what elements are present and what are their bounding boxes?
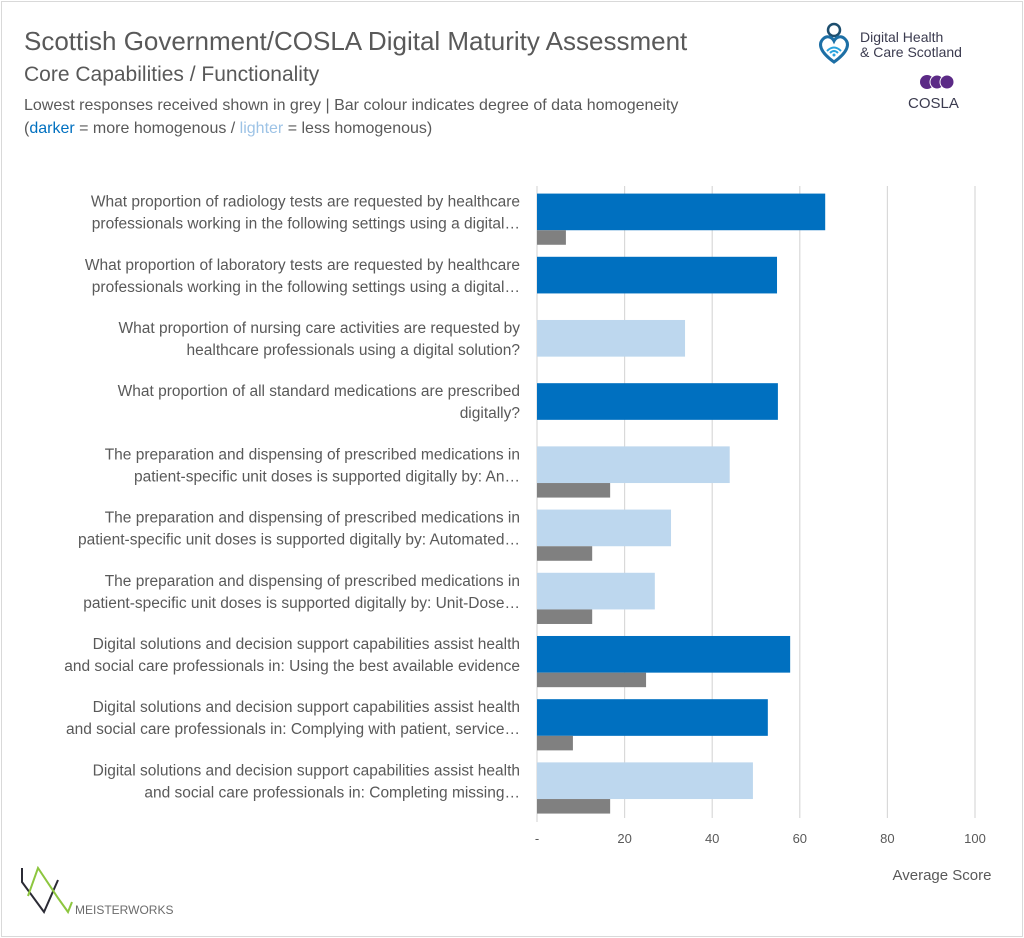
average-score-bar <box>537 699 768 736</box>
note-mid: = more homogenous / <box>74 120 240 137</box>
cosla-logo: COSLA <box>905 72 975 117</box>
note-darker: darker <box>29 120 75 137</box>
chart-note: Lowest responses received shown in grey … <box>24 94 678 140</box>
dhcs-line-1: Digital Health <box>860 29 944 45</box>
dhcs-line-2: & Care Scotland <box>860 44 962 60</box>
x-tick-label: 60 <box>793 831 807 846</box>
lowest-response-bar <box>537 609 593 624</box>
category-label: What proportion of radiology tests are r… <box>91 194 520 211</box>
average-score-bar <box>537 256 778 294</box>
note-close: = less homogenous) <box>283 120 433 137</box>
meisterworks-wave-icon <box>21 865 73 915</box>
bars <box>537 193 826 814</box>
category-label: patient-specific unit doses is supported… <box>78 532 520 549</box>
category-label: and social care professionals in: Comple… <box>144 784 520 801</box>
chart-title: Scottish Government/COSLA Digital Maturi… <box>24 26 688 56</box>
dhcs-heart-person-icon <box>819 22 849 64</box>
category-label: professionals working in the following s… <box>92 279 520 296</box>
x-tick-label: 80 <box>880 831 894 846</box>
note-lighter: lighter <box>239 120 284 137</box>
average-score-bar <box>537 509 672 547</box>
cosla-logo-text: COSLA <box>908 95 959 112</box>
lowest-response-bar <box>537 735 573 751</box>
category-label: patient-specific unit doses is supported… <box>83 595 520 612</box>
category-label: digitally? <box>460 405 521 422</box>
lowest-response-bar <box>537 483 611 498</box>
lowest-response-bar <box>537 799 611 814</box>
category-label: What proportion of nursing care activiti… <box>119 320 521 337</box>
lowest-response-bar <box>537 672 647 688</box>
chart-subtitle: Core Capabilities / Functionality <box>24 63 320 86</box>
note-line-1: Lowest responses received shown in grey … <box>24 97 679 114</box>
average-score-bar <box>537 572 655 610</box>
average-score-bar <box>537 446 730 484</box>
category-label: The preparation and dispensing of prescr… <box>105 510 520 527</box>
category-label: What proportion of all standard medicati… <box>118 383 520 400</box>
x-tick-label: 40 <box>705 831 719 846</box>
category-label: and social care professionals in: Comply… <box>66 721 520 738</box>
average-score-bar <box>537 193 826 231</box>
category-label: The preparation and dispensing of prescr… <box>105 446 520 463</box>
lowest-response-bar <box>537 546 593 561</box>
average-score-bar <box>537 319 686 357</box>
category-label: patient-specific unit doses is supported… <box>134 468 520 485</box>
digital-health-care-scotland-logo: Digital Health & Care Scotland <box>815 22 995 70</box>
meisterworks-logo-text: MEISTERWORKS <box>75 903 174 917</box>
category-label: Digital solutions and decision support c… <box>93 636 520 653</box>
category-label: Digital solutions and decision support c… <box>93 762 520 779</box>
category-labels: What proportion of radiology tests are r… <box>64 194 520 802</box>
dhcs-logo-text: Digital Health & Care Scotland <box>860 30 962 60</box>
category-label: Digital solutions and decision support c… <box>93 699 520 716</box>
note-line-2: (darker = more homogenous / lighter = le… <box>24 117 678 140</box>
x-tick-label: 20 <box>617 831 631 846</box>
average-score-bar <box>537 762 753 800</box>
category-label: What proportion of laboratory tests are … <box>85 257 520 274</box>
note-open: ( <box>24 120 30 137</box>
category-label: The preparation and dispensing of prescr… <box>105 573 520 590</box>
category-label: professionals working in the following s… <box>92 216 520 233</box>
x-axis-title: Average Score <box>893 867 992 884</box>
category-label: healthcare professionals using a digital… <box>187 342 521 359</box>
cosla-circles-icon <box>920 74 955 90</box>
lowest-response-bar <box>537 230 566 245</box>
x-tick-label: 100 <box>964 831 986 846</box>
x-tick-labels: - 20 40 60 80 100 <box>535 831 986 846</box>
average-score-bar <box>537 635 791 673</box>
average-score-bar <box>537 383 778 420</box>
x-tick-label: - <box>535 831 539 846</box>
category-label: and social care professionals in: Using … <box>64 658 520 675</box>
meisterworks-logo: MEISTERWORKS <box>20 865 200 921</box>
